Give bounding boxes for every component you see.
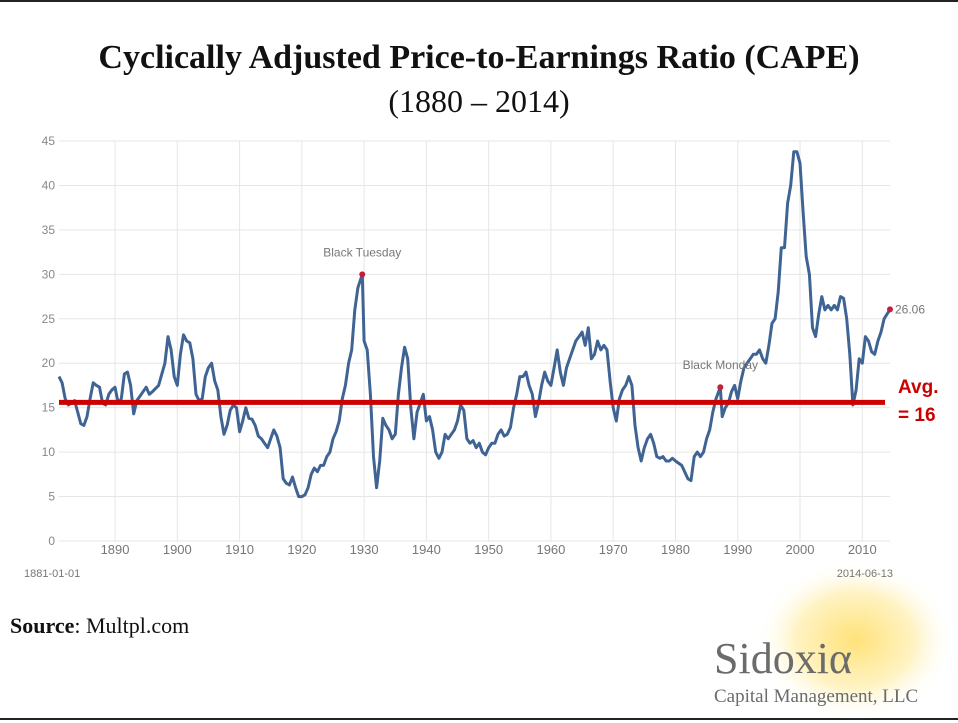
y-tick-label: 20 bbox=[42, 356, 56, 370]
y-tick-label: 40 bbox=[42, 178, 56, 192]
x-tick-label: 1960 bbox=[536, 542, 565, 557]
logo-name: Sidoxiα bbox=[714, 634, 852, 683]
logo-subtitle: Capital Management, LLC bbox=[714, 686, 918, 707]
x-tick-label: 1930 bbox=[350, 542, 379, 557]
x-tick-label: 1940 bbox=[412, 542, 441, 557]
annotation-marker bbox=[359, 271, 366, 278]
x-start-label: 1881-01-01 bbox=[24, 568, 80, 580]
logo-sun bbox=[755, 560, 955, 720]
source-label: Source bbox=[10, 613, 75, 638]
y-tick-label: 10 bbox=[42, 445, 56, 459]
x-tick-label: 1950 bbox=[474, 542, 503, 557]
x-tick-label: 1890 bbox=[101, 542, 130, 557]
source-text: : Multpl.com bbox=[74, 613, 189, 638]
average-label: Avg. bbox=[898, 377, 938, 398]
x-tick-label: 1920 bbox=[287, 542, 316, 557]
y-tick-label: 15 bbox=[42, 401, 56, 415]
x-tick-label: 1900 bbox=[163, 542, 192, 557]
x-end-label: 2014-06-13 bbox=[837, 568, 893, 580]
y-tick-label: 5 bbox=[48, 490, 55, 504]
y-tick-label: 30 bbox=[42, 267, 56, 281]
title: Cyclically Adjusted Price-to-Earnings Ra… bbox=[98, 39, 859, 76]
plot: 0 5 10 15 20 25 30 35 40 45 1890 1900 1910 1920 1930 19… bbox=[24, 134, 938, 580]
source: Source: Multpl.com bbox=[10, 613, 189, 638]
annotation-label: 26.06 bbox=[895, 302, 925, 316]
x-tick-label: 1990 bbox=[723, 542, 752, 557]
x-tick-label: 2000 bbox=[786, 542, 815, 557]
annotation-marker bbox=[717, 384, 724, 391]
x-tick-label: 1980 bbox=[661, 542, 690, 557]
x-tick-label: 1970 bbox=[599, 542, 628, 557]
y-tick-label: 25 bbox=[42, 312, 56, 326]
annotation-marker bbox=[887, 306, 893, 313]
annotation-label: Black Monday bbox=[683, 358, 758, 372]
annotation-label: Black Tuesday bbox=[323, 245, 401, 259]
average-label: = 16 bbox=[898, 405, 936, 426]
y-tick-label: 0 bbox=[48, 534, 55, 548]
series-line bbox=[57, 150, 892, 499]
x-tick-label: 2010 bbox=[848, 542, 877, 557]
subtitle: (1880 – 2014) bbox=[388, 83, 569, 119]
y-tick-label: 45 bbox=[42, 134, 56, 148]
y-tick-label: 35 bbox=[42, 223, 56, 237]
x-tick-label: 1910 bbox=[225, 542, 254, 557]
